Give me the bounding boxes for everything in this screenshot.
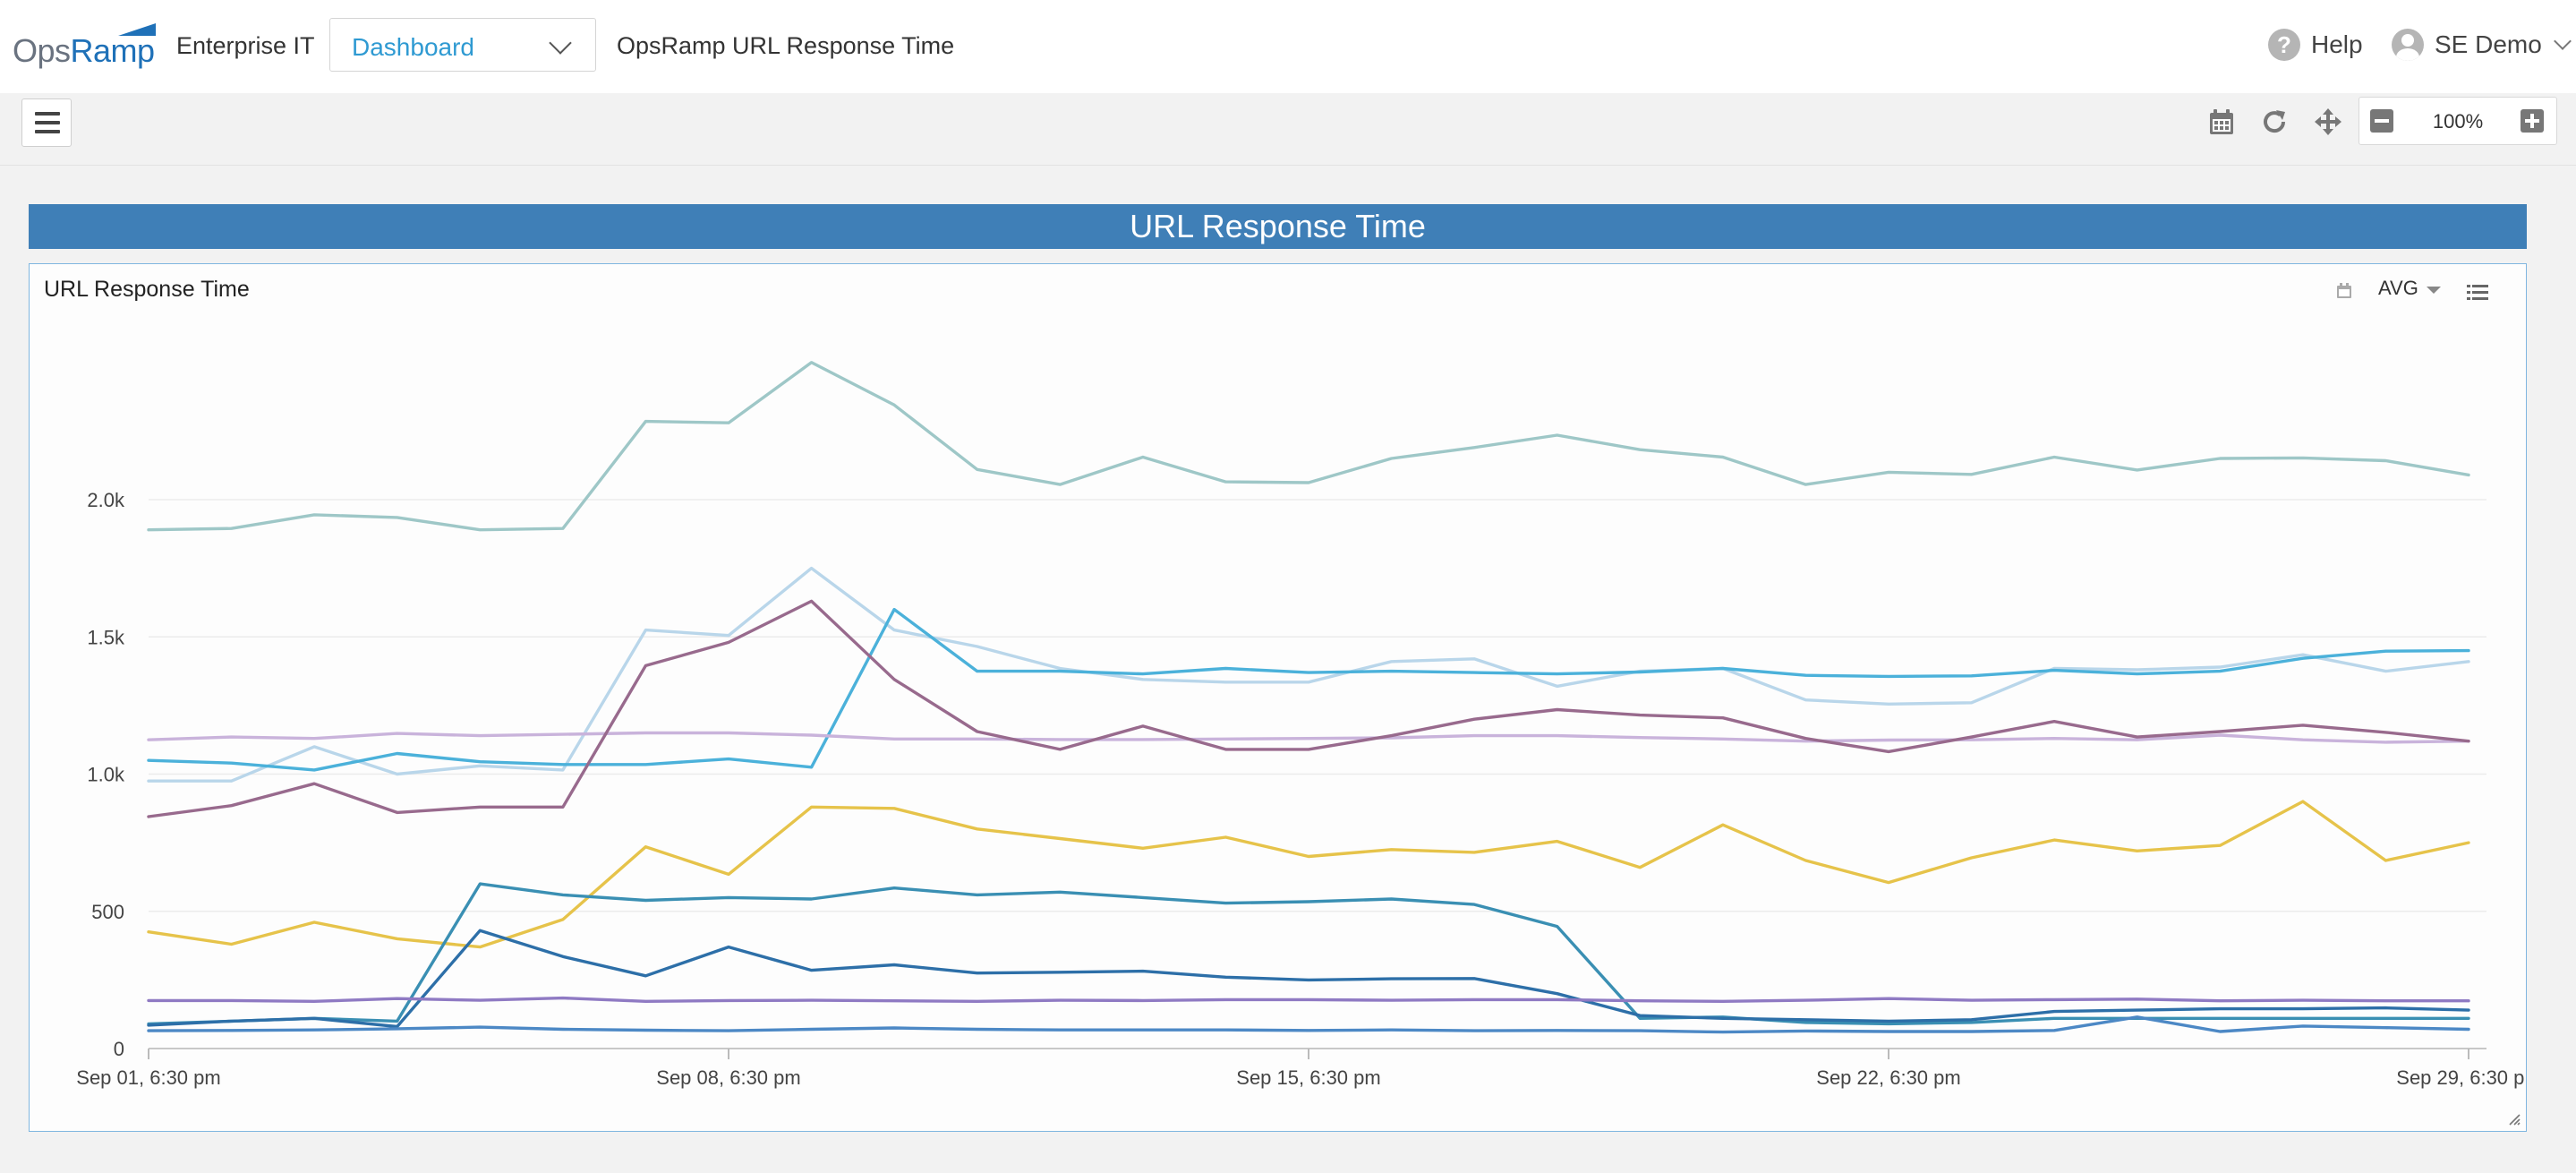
logo-ramp-text: Ramp [70,32,156,69]
y-tick-label: 1.5k [87,626,125,648]
user-menu[interactable]: SE Demo [2392,27,2572,63]
x-tick-label: Sep 01, 6:30 pm [76,1066,220,1089]
refresh-icon[interactable] [2258,106,2290,138]
chart-panel: URL Response Time AVG 0 500 1.0k 1.5k 2.0k Se… [29,263,2527,1132]
help-link[interactable]: ? Help [2268,27,2363,63]
series-line-7 [147,882,2470,1026]
series-line-6 [147,800,2470,949]
zoom-level: 100% [2432,110,2484,133]
chart-calendar-icon[interactable] [2335,282,2353,300]
zoom-in-icon[interactable] [2521,109,2544,133]
help-icon: ? [2268,29,2300,61]
avatar-icon [2392,29,2424,61]
zoom-control: 100% [2358,97,2557,145]
series-line-3 [147,607,2470,772]
dashboard-select[interactable]: Dashboard [329,18,596,72]
user-name: SE Demo [2435,30,2542,58]
caret-down-icon[interactable] [2427,287,2441,294]
logo-flag-icon [118,23,156,36]
chevron-down-icon [549,31,572,55]
series-line-4 [147,731,2470,744]
menu-button[interactable] [21,98,72,147]
chevron-down-icon [2553,32,2572,50]
logo-ops-text: Ops [13,32,71,69]
opsramp-logo[interactable]: OpsRamp [13,20,156,73]
aggregation-select[interactable]: AVG [2378,277,2418,299]
calendar-icon[interactable] [2205,106,2238,138]
y-tick-label: 0 [114,1038,124,1060]
line-chart: 0 500 1.0k 1.5k 2.0k Sep 01, 6:30 pm Sep 08, 6… [76,361,2525,1089]
series-line-10 [147,1015,2470,1034]
series-line-1 [147,361,2470,532]
dashboard-select-label: Dashboard [352,33,474,61]
y-tick-label: 1.0k [87,764,125,786]
x-tick-label: Sep 29, 6:30 pm [2396,1066,2525,1089]
logo-text: OpsRamp [13,32,155,70]
series-line-5 [147,599,2470,818]
dashboard-name: OpsRamp URL Response Time [617,32,955,59]
resize-grip-icon[interactable] [2508,1113,2521,1126]
org-name[interactable]: Enterprise IT [176,32,315,59]
legend-list-icon[interactable] [2466,282,2489,304]
move-icon[interactable] [2312,106,2344,138]
y-tick-label: 2.0k [87,489,125,511]
y-tick-label: 500 [91,901,124,923]
help-label: Help [2311,30,2363,58]
widget-header: URL Response Time [29,204,2527,249]
x-tick-label: Sep 15, 6:30 pm [1236,1066,1380,1089]
top-bar: OpsRamp Enterprise IT Dashboard OpsRamp … [0,0,2576,147]
x-tick-label: Sep 22, 6:30 pm [1816,1066,1960,1089]
series-line-2 [147,566,2470,783]
series-line-9 [147,996,2470,1003]
series-line-8 [147,929,2470,1029]
chart-title: URL Response Time [44,277,250,302]
toolbar-divider [0,165,2576,166]
x-tick-label: Sep 08, 6:30 pm [656,1066,800,1089]
zoom-out-icon[interactable] [2370,109,2393,133]
